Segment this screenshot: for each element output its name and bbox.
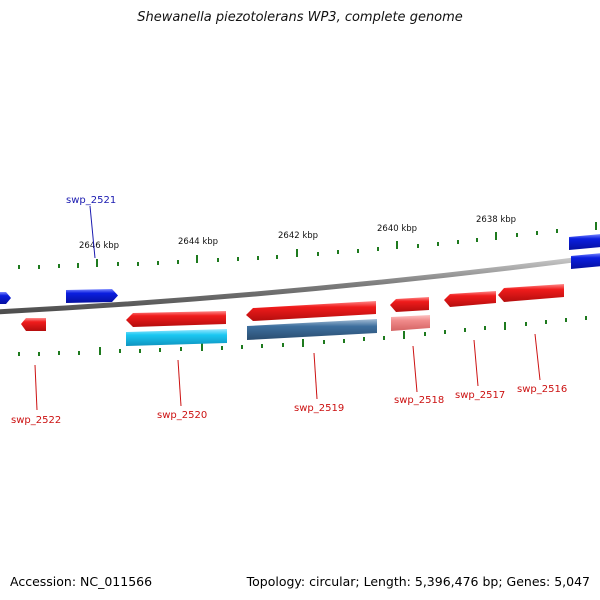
leader-lines — [34, 205, 541, 411]
inner-scale-ticks — [18, 316, 587, 356]
gene-arrow-swp-2521[interactable] — [66, 289, 118, 303]
page-title: Shewanella piezotolerans WP3, complete g… — [137, 10, 463, 25]
gene-arrow-swp-2519[interactable] — [246, 301, 376, 321]
gene-arrow-swp-2522[interactable] — [21, 318, 46, 331]
genome-summary-text: Topology: circular; Length: 5,396,476 bp… — [246, 574, 590, 589]
gene-arrow-swp-2516[interactable] — [498, 284, 564, 302]
gene-label-swp-2520[interactable]: swp_2520 — [157, 410, 207, 421]
gene-label-swp-2518[interactable]: swp_2518 — [394, 395, 444, 406]
cds-block-swp-2520[interactable] — [126, 329, 227, 346]
genome-backbone — [0, 254, 600, 315]
gene-label-swp-2521[interactable]: swp_2521 — [66, 195, 116, 206]
cds-block-swp-2519[interactable] — [247, 319, 377, 340]
gene-arrow-right-edge-upper[interactable] — [569, 234, 600, 250]
ruler-label-2640: 2640 kbp — [377, 224, 417, 234]
gene-arrow-left-edge[interactable] — [0, 292, 11, 304]
gene-label-swp-2522[interactable]: swp_2522 — [11, 415, 61, 426]
ruler-label-2646: 2646 kbp — [79, 241, 119, 251]
gene-arrow-swp-2517[interactable] — [444, 291, 496, 307]
gene-arrow-swp-2518[interactable] — [390, 297, 429, 312]
ruler-label-2638: 2638 kbp — [476, 215, 516, 225]
ruler-label-2642: 2642 kbp — [278, 231, 318, 241]
gene-arrow-swp-2520[interactable] — [126, 311, 226, 327]
cds-block-swp-2518[interactable] — [391, 315, 430, 331]
outer-scale-ticks — [18, 222, 597, 269]
gene-label-swp-2516[interactable]: swp_2516 — [517, 384, 567, 395]
ruler-label-2644: 2644 kbp — [178, 237, 218, 247]
gene-arrow-right-edge-lower[interactable] — [571, 253, 600, 269]
accession-text: Accession: NC_011566 — [10, 574, 153, 589]
gene-label-swp-2517[interactable]: swp_2517 — [455, 390, 505, 401]
gene-label-swp-2519[interactable]: swp_2519 — [294, 403, 344, 414]
